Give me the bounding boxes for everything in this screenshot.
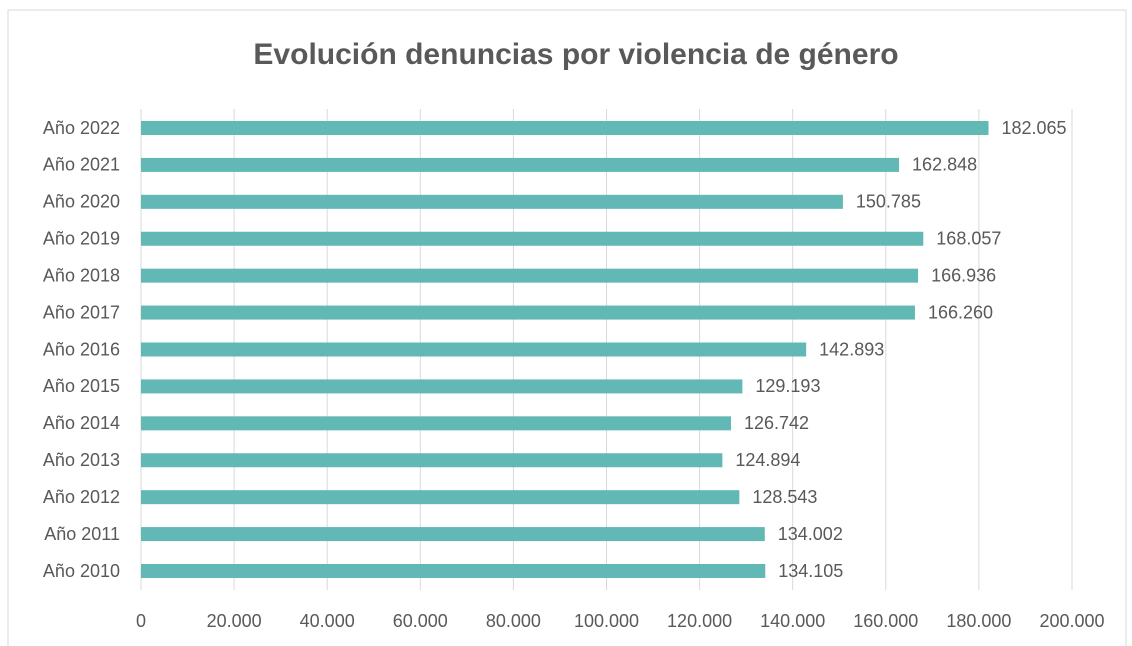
x-tick-label: 40.000: [300, 611, 355, 631]
value-label: 128.543: [752, 487, 817, 507]
x-tick-label: 100.000: [574, 611, 639, 631]
value-label: 182.065: [1002, 118, 1067, 138]
bar: [141, 157, 900, 172]
x-tick-label: 160.000: [853, 611, 918, 631]
bar: [141, 453, 723, 468]
x-tick-label: 120.000: [667, 611, 732, 631]
y-tick-label: Año 2019: [43, 229, 120, 249]
value-label: 134.002: [778, 524, 843, 544]
bar: [141, 416, 731, 431]
bar: [141, 564, 766, 578]
y-tick-label: Año 2017: [43, 302, 120, 322]
bar: [141, 527, 765, 542]
y-tick-label: Año 2014: [43, 413, 120, 433]
value-label: 142.893: [819, 339, 884, 359]
y-tick-label: Año 2011: [44, 524, 120, 544]
value-label: 168.057: [936, 229, 1001, 249]
y-tick-label: Año 2013: [43, 450, 120, 470]
y-tick-label: Año 2022: [43, 118, 120, 138]
x-tick-label: 200.000: [1039, 611, 1104, 631]
bar: [141, 379, 743, 394]
value-label: 126.742: [744, 413, 809, 433]
bar: [141, 121, 989, 135]
chart-border: [7, 9, 1127, 646]
x-tick-label: 80.000: [486, 611, 541, 631]
x-tick-label: 180.000: [946, 611, 1011, 631]
x-tick-label: 140.000: [760, 611, 825, 631]
chart-title: Evolución denuncias por violencia de gén…: [253, 38, 898, 71]
value-label: 134.105: [778, 561, 843, 581]
bar: [141, 268, 919, 283]
y-tick-label: Año 2016: [43, 339, 120, 359]
value-label: 150.785: [856, 192, 921, 212]
bar: [141, 231, 924, 246]
value-label: 162.848: [912, 155, 977, 175]
y-tick-label: Año 2020: [43, 192, 120, 212]
y-tick-label: Año 2018: [43, 265, 120, 285]
value-label: 124.894: [735, 450, 800, 470]
x-tick-label: 60.000: [393, 611, 448, 631]
value-label: 129.193: [755, 376, 820, 396]
bar: [141, 342, 807, 357]
bar: [141, 490, 740, 505]
bar: [141, 194, 843, 209]
x-tick-label: 20.000: [207, 611, 262, 631]
value-label: 166.936: [931, 265, 996, 285]
x-tick-label: 0: [136, 611, 146, 631]
bar: [141, 305, 915, 320]
y-tick-label: Año 2010: [43, 561, 120, 581]
value-label: 166.260: [928, 302, 993, 322]
y-tick-label: Año 2015: [43, 376, 120, 396]
y-tick-label: Año 2012: [43, 487, 120, 507]
y-tick-label: Año 2021: [43, 155, 120, 175]
